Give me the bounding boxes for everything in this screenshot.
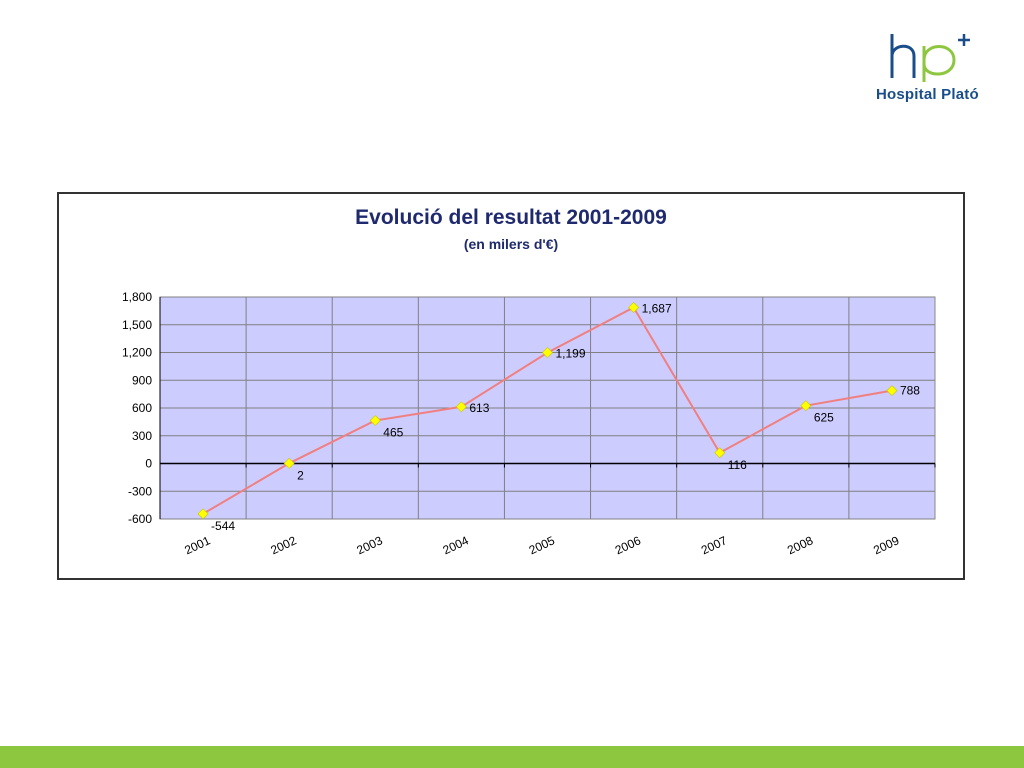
x-tick-label: 2001 [182, 533, 212, 557]
chart-subtitle: (en milers d'€) [463, 236, 559, 252]
logo-name: Hospital Plató [876, 86, 979, 103]
data-label: 613 [469, 401, 489, 415]
y-tick-label: 1,200 [122, 346, 152, 360]
data-point [542, 347, 553, 359]
data-point [714, 447, 726, 459]
data-point [628, 302, 640, 313]
x-tick-label: 2009 [871, 533, 901, 557]
y-tick-label: 600 [132, 401, 152, 415]
data-point [886, 385, 898, 397]
y-tick-label: 0 [145, 457, 152, 471]
data-label: 625 [814, 411, 834, 425]
x-tick-label: 2007 [699, 533, 729, 557]
y-tick-label: -300 [128, 484, 152, 498]
data-label: 788 [900, 384, 920, 398]
data-label: 465 [383, 425, 403, 439]
y-tick-label: 1,800 [122, 290, 152, 304]
data-point [369, 415, 381, 426]
y-tick-label: -600 [128, 512, 152, 526]
data-point [197, 508, 209, 520]
y-tick-label: 1,500 [122, 318, 152, 332]
data-point [283, 457, 295, 469]
data-label: 1,199 [556, 347, 586, 361]
footer-bar [0, 746, 1024, 768]
data-label: -544 [211, 519, 235, 533]
x-tick-label: 2003 [355, 533, 385, 557]
x-tick-label: 2004 [441, 533, 471, 557]
data-label: 2 [297, 468, 304, 482]
line-chart: -600 -300 0 300 600 900 1,200 1,500 1,800 2001 200… [122, 290, 936, 557]
chart-title: Evolució del resultat 2001-2009 [355, 206, 667, 229]
data-point [455, 401, 467, 413]
y-tick-label: 900 [132, 373, 152, 387]
x-tick-label: 2008 [785, 533, 815, 557]
data-label: 1,687 [642, 301, 672, 315]
y-tick-label: 300 [132, 429, 152, 443]
hospital-logo-icon [890, 34, 970, 82]
data-point [800, 400, 812, 412]
x-tick-label: 2006 [613, 533, 643, 557]
chart-frame: Evolució del resultat 2001-2009 (en mile… [57, 192, 965, 580]
x-tick-label: 2005 [527, 533, 557, 557]
data-label: 116 [728, 458, 747, 472]
x-tick-label: 2002 [268, 533, 298, 557]
